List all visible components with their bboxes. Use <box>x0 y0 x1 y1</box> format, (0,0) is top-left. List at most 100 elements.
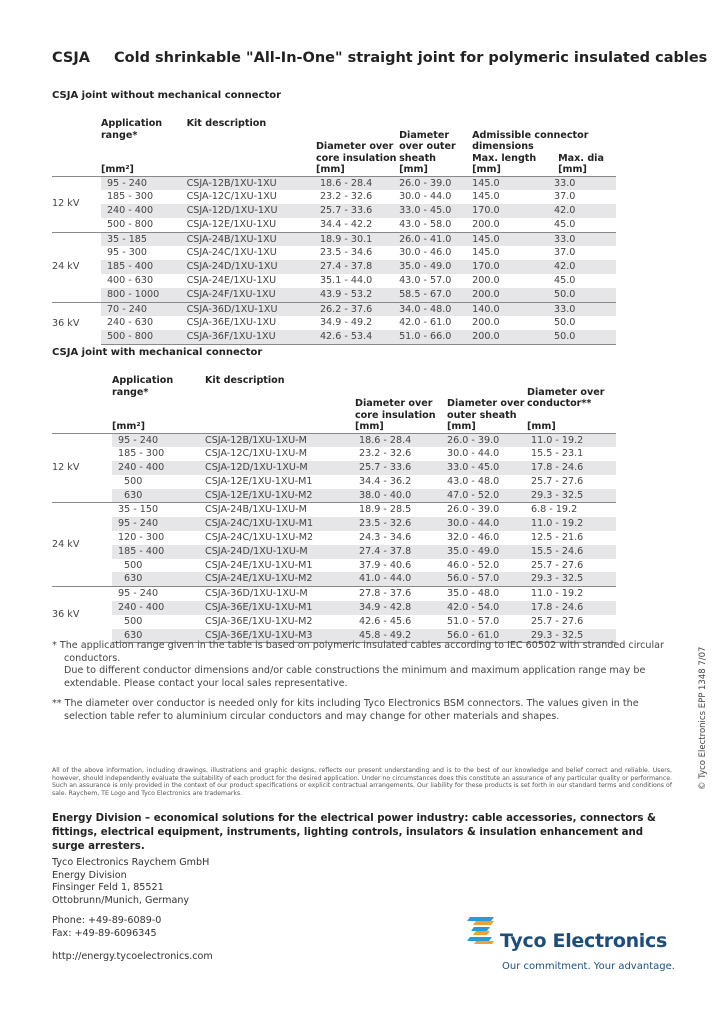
cell-dia: 50.0 <box>554 317 576 329</box>
header-sheath: Diameter over outer sheath [mm] <box>447 398 525 432</box>
division-statement: Energy Division – economical solutions f… <box>52 813 656 852</box>
cell-sheath: 35.0 - 48.0 <box>447 586 527 602</box>
cell-kit: CSJA-24D/1XU-1XU-M <box>205 544 355 559</box>
cell-app: 240 - 400 <box>100 204 187 218</box>
voltage-label: 12 kV <box>52 175 101 233</box>
table-without-connector: Application range* [mm²] Kit description … <box>52 118 616 346</box>
cell-kit: CSJA-24E/1XU-1XU-M1 <box>205 559 313 571</box>
cell-kit: CSJA-36F/1XU-1XU <box>186 330 316 346</box>
cell-sheath: 26.0 - 39.0 <box>447 502 527 518</box>
cell-app: 500 <box>124 475 143 487</box>
cell-len: 145.0 <box>472 191 500 203</box>
cell-cond: 17.8 - 24.6 <box>527 461 616 475</box>
cell-kit: CSJA-24B/1XU-1XU <box>186 231 316 247</box>
disclaimer: All of the above information, including … <box>52 767 672 797</box>
cell-core: 18.6 - 28.4 <box>355 432 447 448</box>
table-row: 500 CSJA-24E/1XU-1XU-M1 37.9 - 40.6 46.0 - … <box>52 559 616 573</box>
cell-cond: 15.5 - 24.6 <box>527 544 616 559</box>
logo-name: Tyco Electronics <box>500 930 667 952</box>
cell-dia: 42.0 <box>554 204 616 218</box>
cell-dia: 50.0 <box>554 330 616 346</box>
side-copyright: © Tyco Electronics EPP 1348 7/07 <box>698 646 708 790</box>
cell-kit: CSJA-24C/1XU-1XU <box>186 247 277 259</box>
cell-sheath: 42.0 - 61.0 <box>399 317 452 329</box>
cell-sheath: 46.0 - 52.0 <box>447 559 500 571</box>
cell-sheath: 56.0 - 57.0 <box>447 572 527 587</box>
cell-sheath: 26.0 - 39.0 <box>447 432 527 448</box>
table-row: 120 - 300 CSJA-24C/1XU-1XU-M2 24.3 - 34.6 3… <box>52 531 616 545</box>
cell-dia: 33.0 <box>554 175 616 191</box>
cell-app: 185 - 300 <box>106 191 154 203</box>
contact: Phone: +49-89-6089-0 Fax: +49-89-6096345 <box>52 915 161 940</box>
cell-len: 145.0 <box>472 231 554 247</box>
cell-sheath: 43.0 - 57.0 <box>399 275 452 287</box>
cell-sheath: 32.0 - 46.0 <box>447 532 500 544</box>
cell-len: 200.0 <box>472 275 500 287</box>
cell-app: 95 - 240 <box>112 517 205 532</box>
table-row: 24 kV 35 - 185 CSJA-24B/1XU-1XU 18.9 - 30.1… <box>52 231 616 303</box>
cell-core: 34.9 - 42.8 <box>355 601 447 615</box>
cell-core: 35.1 - 44.0 <box>319 275 373 287</box>
cell-core: 25.7 - 33.6 <box>355 461 447 475</box>
table-row: 400 - 630 CSJA-24E/1XU-1XU 35.1 - 44.0 43.0… <box>52 274 616 288</box>
fax: Fax: +49-89-6096345 <box>52 927 157 939</box>
cell-core: 24.3 - 34.6 <box>359 532 412 544</box>
table-row: 800 - 1000 CSJA-24F/1XU-1XU 43.9 - 53.2 58.… <box>52 287 616 303</box>
address: Tyco Electronics Raychem GmbH Energy Divi… <box>52 857 210 906</box>
footnote-1: * The application range given in the tab… <box>52 640 664 664</box>
cell-sheath: 35.0 - 49.0 <box>447 544 527 559</box>
cell-core: 38.0 - 40.0 <box>355 488 447 503</box>
cell-cond: 17.8 - 24.6 <box>527 601 616 615</box>
cell-app: 70 - 240 <box>100 301 187 317</box>
cell-core: 34.4 - 42.2 <box>319 218 373 230</box>
cell-dia: 37.0 <box>554 247 576 259</box>
voltage-label: 24 kV <box>52 502 112 587</box>
cell-core: 27.4 - 37.8 <box>355 544 447 559</box>
table-row: 240 - 630 CSJA-36E/1XU-1XU 34.9 - 49.2 42.0… <box>52 316 616 330</box>
header-app: Application range* [mm²] <box>112 375 174 432</box>
cell-len: 145.0 <box>472 247 500 259</box>
cell-sheath: 30.0 - 44.0 <box>447 517 527 532</box>
cell-cond: 15.5 - 23.1 <box>531 448 584 460</box>
cell-cond: 29.3 - 32.5 <box>527 628 616 644</box>
cell-sheath: 56.0 - 61.0 <box>447 628 527 644</box>
table-row: 630 CSJA-36E/1XU-1XU-M3 45.8 - 49.2 56.0 - … <box>52 628 616 644</box>
cell-app: 500 - 800 <box>106 218 154 230</box>
cell-app: 35 - 185 <box>100 231 187 247</box>
table-row: 12 kV 95 - 240 CSJA-12B/1XU-1XU 18.6 - 28.4… <box>52 175 616 233</box>
website-link[interactable]: http://energy.tycoelectronics.com <box>52 951 213 962</box>
cell-dia: 37.0 <box>554 191 576 203</box>
cell-cond: 29.3 - 32.5 <box>527 572 616 587</box>
cell-app: 500 <box>124 615 143 627</box>
cell-app: 95 - 240 <box>112 586 205 602</box>
table-row: 185 - 300 CSJA-12C/1XU-1XU 23.2 - 32.6 30.0… <box>52 190 616 204</box>
voltage-label: 12 kV <box>52 432 112 503</box>
cell-core: 27.8 - 37.6 <box>355 586 447 602</box>
table-row: 500 - 800 CSJA-36F/1XU-1XU 42.6 - 53.4 51.0… <box>52 330 616 346</box>
cell-core: 41.0 - 44.0 <box>355 572 447 587</box>
table-row: 630 CSJA-24E/1XU-1XU-M2 41.0 - 44.0 56.0 - … <box>52 572 616 587</box>
cell-app: 120 - 300 <box>118 532 165 544</box>
table-row: 185 - 300 CSJA-12C/1XU-1XU-M 23.2 - 32.6 30… <box>52 447 616 461</box>
cell-app: 95 - 240 <box>112 432 205 448</box>
cell-sheath: 33.0 - 45.0 <box>447 461 527 475</box>
header-conductor: Diameter over conductor** [mm] <box>527 386 605 433</box>
cell-app: 185 - 400 <box>112 544 205 559</box>
cell-app: 240 - 400 <box>112 461 205 475</box>
cell-cond: 11.0 - 19.2 <box>527 586 616 602</box>
cell-len: 170.0 <box>472 204 554 218</box>
cell-kit: CSJA-36E/1XU-1XU <box>186 317 277 329</box>
header-core: Diameter over core insulation [mm] <box>355 398 436 432</box>
cell-core: 34.9 - 49.2 <box>319 317 373 329</box>
cell-kit: CSJA-36D/1XU-1XU <box>186 301 316 317</box>
cell-sheath: 30.0 - 46.0 <box>399 247 452 259</box>
cell-kit: CSJA-12E/1XU-1XU-M2 <box>205 488 355 503</box>
cell-kit: CSJA-12D/1XU-1XU <box>186 204 316 218</box>
cell-app: 185 - 400 <box>100 260 187 275</box>
table-row: 12 kV 95 - 240 CSJA-12B/1XU-1XU-M 18.6 - 28… <box>52 432 616 503</box>
cell-kit: CSJA-36E/1XU-1XU-M3 <box>205 628 355 644</box>
table-with-connector: Application range* [mm²] Kit description … <box>52 375 616 644</box>
table-row: 500 CSJA-36E/1XU-1XU-M2 42.6 - 45.6 51.0 - … <box>52 615 616 629</box>
cell-core: 25.7 - 33.6 <box>315 204 400 218</box>
